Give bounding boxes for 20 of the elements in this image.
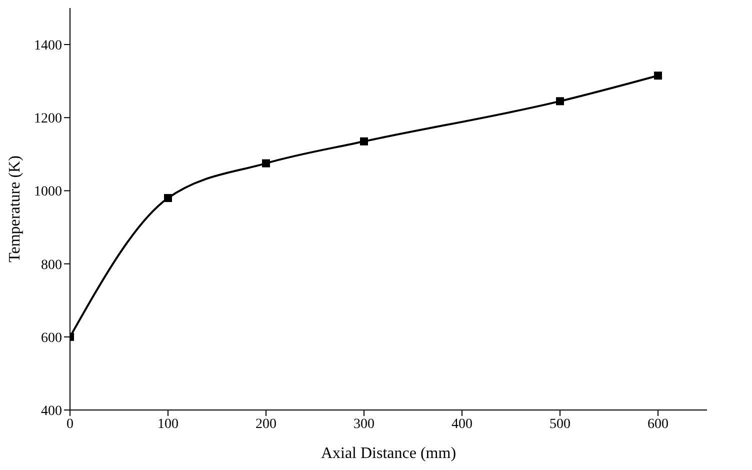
x-tick-label: 200 xyxy=(256,416,276,432)
point xyxy=(262,159,270,168)
y-tick-label: 1400 xyxy=(34,38,62,54)
x-axis-title: Axial Distance (mm) xyxy=(320,445,456,462)
y-tick-label: 800 xyxy=(41,258,62,273)
x-tick-label: 500 xyxy=(550,416,570,432)
y-tick-label: 1200 xyxy=(34,112,62,127)
point xyxy=(360,137,368,146)
y-tick-label: 400 xyxy=(41,404,62,419)
point xyxy=(556,97,564,106)
y-axis-title: Temperature (K) xyxy=(6,156,24,262)
y-tick-label: 1000 xyxy=(34,184,62,200)
x-tick-label: 400 xyxy=(452,416,472,432)
point xyxy=(654,72,662,80)
x-tick-label: 600 xyxy=(648,416,668,432)
x-tick-label: 100 xyxy=(158,416,178,432)
y-tick-label: 600 xyxy=(41,330,62,346)
x-tick-label: 0 xyxy=(66,416,74,432)
x-tick-label: 300 xyxy=(354,416,374,432)
point xyxy=(164,194,172,202)
